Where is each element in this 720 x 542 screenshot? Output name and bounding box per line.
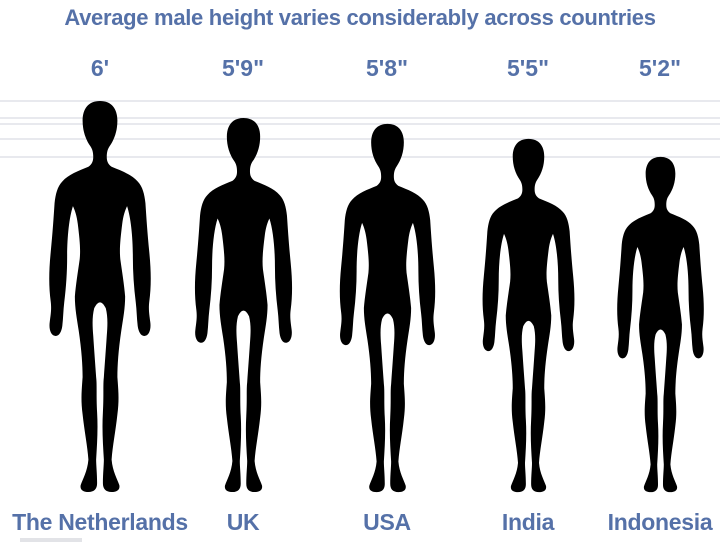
country-label-netherlands: The Netherlands bbox=[12, 509, 188, 535]
cropped-edge-artifact bbox=[20, 538, 82, 542]
gridline-6ft bbox=[0, 100, 720, 102]
country-label-indonesia: Indonesia bbox=[607, 509, 713, 535]
male-silhouette-netherlands bbox=[42, 100, 158, 493]
height-label-india: 5'5" bbox=[507, 55, 549, 81]
gridline-5ft9 bbox=[0, 117, 720, 119]
height-label-uk: 5'9" bbox=[222, 55, 264, 81]
height-label-netherlands: 6' bbox=[90, 55, 110, 81]
male-silhouette-india bbox=[476, 138, 581, 493]
country-label-uk: UK bbox=[226, 509, 260, 535]
height-label-usa: 5'8" bbox=[366, 55, 408, 81]
male-silhouette-usa bbox=[333, 123, 442, 493]
gridline-5ft5 bbox=[0, 138, 720, 140]
male-silhouette-indonesia bbox=[611, 156, 710, 493]
gridline-5ft8 bbox=[0, 123, 720, 125]
gridline-5ft2 bbox=[0, 156, 720, 158]
height-label-indonesia: 5'2" bbox=[639, 55, 681, 81]
chart-title: Average male height varies considerably … bbox=[64, 5, 656, 30]
country-label-usa: USA bbox=[363, 509, 411, 535]
male-silhouette-uk bbox=[188, 117, 299, 493]
country-label-india: India bbox=[501, 509, 555, 535]
